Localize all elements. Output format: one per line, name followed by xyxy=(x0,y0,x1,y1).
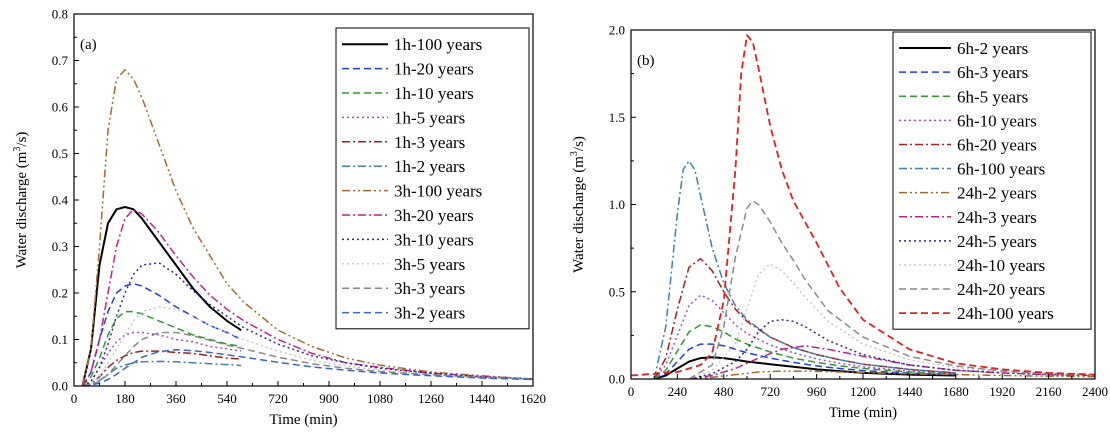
legend-entry: 24h-3 years xyxy=(957,208,1037,227)
x-tick-label: 540 xyxy=(217,391,237,406)
series-line-6 xyxy=(82,360,242,386)
x-tick-label: 0 xyxy=(71,391,78,406)
series-line-2 xyxy=(81,282,242,386)
panel-label: (b) xyxy=(637,53,655,69)
legend-entry: 24h-2 years xyxy=(957,184,1037,203)
series-line-3 xyxy=(653,324,956,379)
y-tick-label: 0.3 xyxy=(52,239,68,254)
legend-entry: 3h-100 years xyxy=(394,182,482,201)
legend-entry: 1h-3 years xyxy=(394,133,465,152)
legend-entry: 3h-10 years xyxy=(394,230,474,249)
x-tick-label: 720 xyxy=(760,384,780,399)
series-line-12 xyxy=(82,348,533,386)
series-line-1 xyxy=(81,206,242,386)
x-tick-label: 960 xyxy=(807,384,827,399)
series-group xyxy=(81,69,533,386)
x-tick-label: 180 xyxy=(115,391,135,406)
series-line-12 xyxy=(631,34,1095,377)
y-tick-label: 0.1 xyxy=(52,332,68,347)
x-tick-label: 1260 xyxy=(418,391,444,406)
legend-entry: 6h-10 years xyxy=(957,111,1037,130)
panel-a: 0 180 360 540 720 900 1080 1260 1440 1620 0.0 0.1 0.… xyxy=(12,7,546,429)
x-tick-label: 1620 xyxy=(520,391,546,406)
series-line-1 xyxy=(653,356,956,379)
panel-b: 0 240 480 720 960 1200 1440 1680 1920 2160 2400 0.0… xyxy=(569,23,1108,422)
series-line-8 xyxy=(81,208,533,386)
legend-entry: 3h-5 years xyxy=(394,255,465,274)
series-line-10 xyxy=(82,306,533,386)
legend-entry: 3h-20 years xyxy=(394,206,474,225)
x-tick-label: 1680 xyxy=(943,384,969,399)
legend-entry: 1h-20 years xyxy=(394,60,474,79)
legend: 6h-2 years 6h-3 years 6h-5 years 6h-10 year… xyxy=(892,31,1092,330)
legend-entry: 6h-2 years xyxy=(957,39,1028,58)
x-tick-label: 240 xyxy=(668,384,688,399)
x-tick-label: 2400 xyxy=(1082,384,1108,399)
x-tick-label: 2160 xyxy=(1036,384,1062,399)
legend-entry: 1h-10 years xyxy=(394,84,474,103)
legend-entry: 3h-3 years xyxy=(394,279,465,298)
legend-entry: 1h-2 years xyxy=(394,157,465,176)
x-tick-label: 480 xyxy=(714,384,734,399)
legend-entry: 24h-10 years xyxy=(957,256,1045,275)
x-tick-label: 360 xyxy=(166,391,186,406)
legend-entry: 6h-5 years xyxy=(957,87,1028,106)
y-axis-label: Water discharge (m3/s) xyxy=(569,136,587,273)
x-tick-label: 900 xyxy=(319,391,339,406)
legend-entry: 24h-5 years xyxy=(957,232,1037,251)
x-tick-label: 1440 xyxy=(469,391,495,406)
y-tick-label: 1.5 xyxy=(609,110,625,125)
series-line-4 xyxy=(82,331,242,386)
series-line-7 xyxy=(688,370,1095,379)
y-tick-label: 0.6 xyxy=(52,100,69,115)
y-tick-label: 0.5 xyxy=(52,146,68,161)
y-tick-label: 0.2 xyxy=(52,286,68,301)
legend-entry: 3h-2 years xyxy=(394,304,465,323)
y-tick-label: 2.0 xyxy=(609,23,625,38)
legend-box xyxy=(335,27,530,330)
y-tick-label: 0.4 xyxy=(52,193,69,208)
series-line-2 xyxy=(653,343,956,379)
y-tick-label: 0.0 xyxy=(609,372,625,387)
y-tick-label: 0.7 xyxy=(52,53,69,68)
legend: 1h-100 years 1h-20 years 1h-10 years 1h-5 y… xyxy=(335,27,530,330)
legend-entry: 1h-100 years xyxy=(394,35,482,54)
legend-box xyxy=(892,31,1092,330)
y-tick-label: 0.0 xyxy=(52,379,68,394)
y-tick-label: 0.8 xyxy=(52,7,68,22)
series-line-7 xyxy=(81,69,533,386)
legend-entry: 6h-3 years xyxy=(957,63,1028,82)
x-tick-label: 0 xyxy=(628,384,635,399)
series-line-11 xyxy=(82,331,533,386)
legend-entry: 1h-5 years xyxy=(394,108,465,127)
legend-entry: 6h-100 years xyxy=(957,160,1045,179)
x-axis-label: Time (min) xyxy=(829,405,897,421)
x-tick-label: 1080 xyxy=(367,391,393,406)
series-group xyxy=(631,34,1095,379)
series-line-3 xyxy=(81,310,242,386)
series-line-11 xyxy=(688,200,1095,379)
x-tick-label: 1440 xyxy=(896,384,922,399)
x-tick-label: 720 xyxy=(268,391,288,406)
y-tick-label: 0.5 xyxy=(609,284,625,299)
x-axis-label: Time (min) xyxy=(269,412,337,428)
series-line-8 xyxy=(688,345,1095,379)
panel-label: (a) xyxy=(80,37,97,53)
legend-entry: 6h-20 years xyxy=(957,135,1037,154)
legend-entry: 24h-100 years xyxy=(957,304,1054,323)
series-line-6 xyxy=(653,160,956,379)
y-tick-label: 1.0 xyxy=(609,197,625,212)
x-tick-label: 1920 xyxy=(989,384,1015,399)
x-tick-label: 1200 xyxy=(850,384,876,399)
series-line-9 xyxy=(82,262,533,386)
legend-entry: 24h-20 years xyxy=(957,280,1045,299)
series-line-4 xyxy=(653,294,956,379)
y-axis-label: Water discharge (m3/s) xyxy=(12,132,30,269)
series-line-9 xyxy=(688,318,1095,379)
